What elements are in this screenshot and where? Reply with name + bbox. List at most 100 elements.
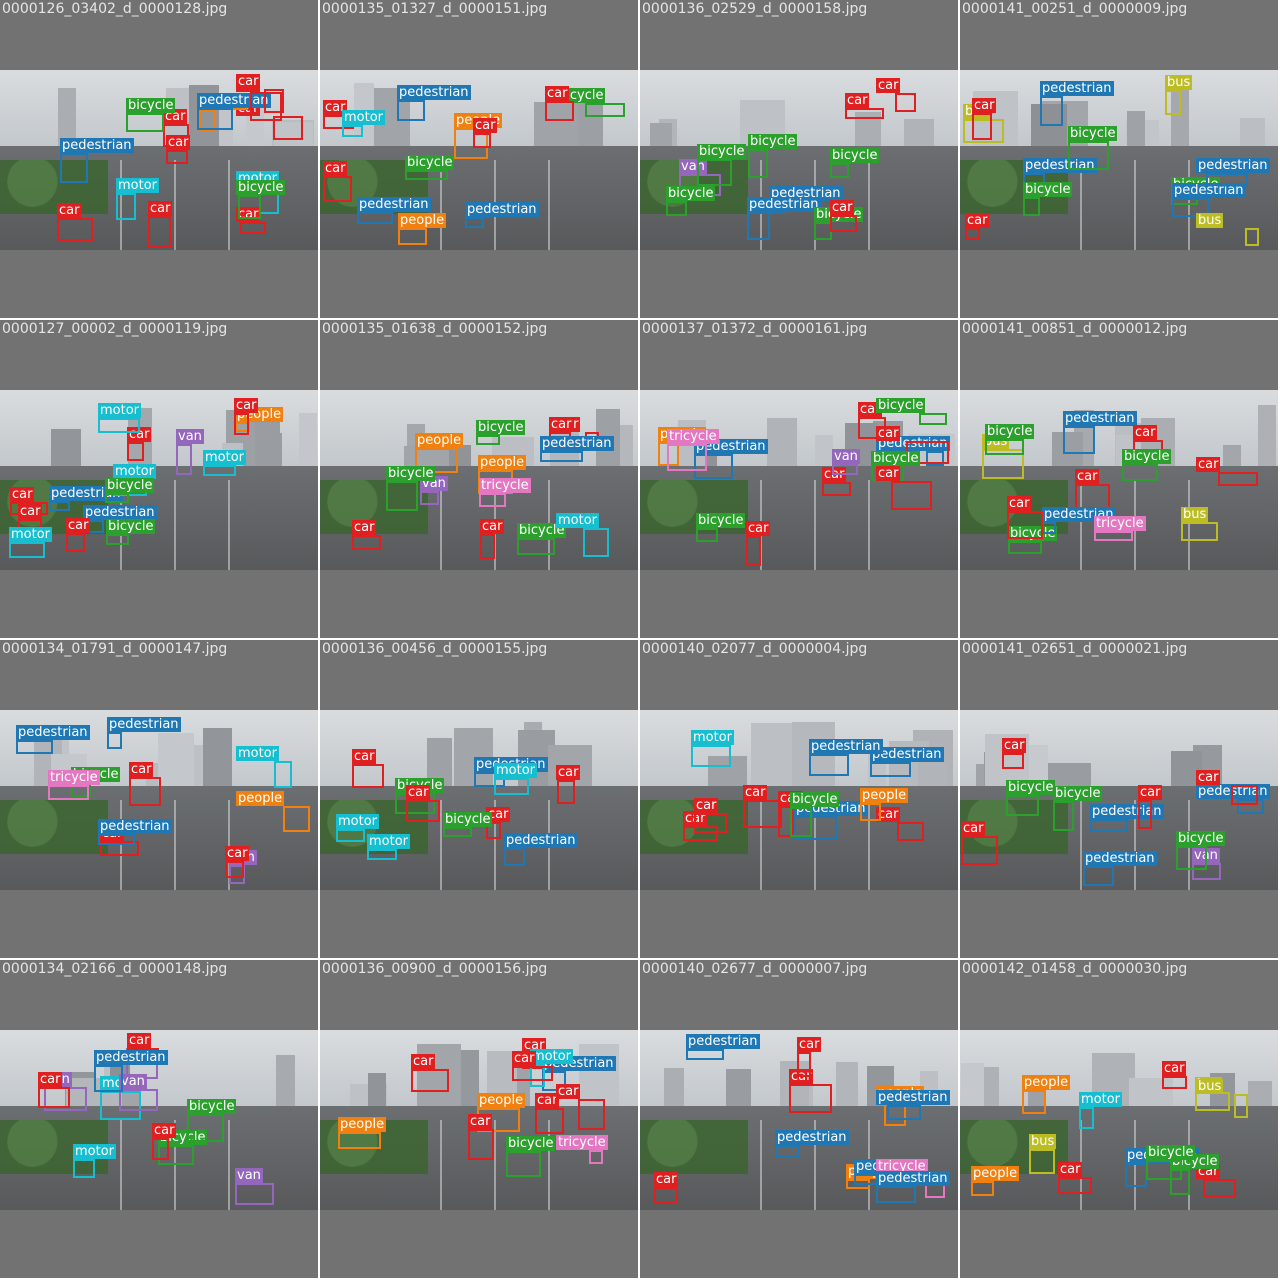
- detection-label: car: [1196, 457, 1220, 472]
- detection-box: [1181, 522, 1218, 541]
- detection-label: bus: [1165, 75, 1192, 90]
- detection-box: [352, 535, 381, 550]
- tree-area: [0, 800, 108, 854]
- detection-label: car: [352, 520, 376, 535]
- image-filename: 0000135_01327_d_0000151.jpg: [322, 0, 547, 18]
- detection-box: [1058, 1177, 1092, 1194]
- detection-box: [1008, 541, 1042, 554]
- tree-area: [0, 160, 108, 214]
- detection-label: car: [797, 1037, 821, 1052]
- image-filename: 0000141_00251_d_0000009.jpg: [962, 0, 1187, 18]
- aerial-street-photo: pedestrianmotormotorbicyclepedestriancar…: [320, 710, 638, 890]
- image-tile: 0000127_00002_d_0000119.jpg car pedestrian…: [0, 320, 318, 638]
- detection-label: motor: [367, 834, 410, 849]
- detection-box: [235, 1183, 274, 1205]
- detection-label: car: [545, 86, 569, 101]
- detection-box: [747, 212, 770, 240]
- detection-box: [367, 849, 397, 860]
- detection-box: [476, 435, 500, 445]
- detection-label: bicycle: [985, 424, 1034, 439]
- detection-box: [152, 1138, 169, 1160]
- image-filename: 0000127_00002_d_0000119.jpg: [2, 320, 227, 338]
- detection-box: [504, 848, 525, 866]
- lane-marking: [440, 480, 442, 570]
- aerial-street-photo: vanmotorcarbicyclevanvanvancarbicyclemot…: [0, 1030, 318, 1210]
- detection-box: [338, 1132, 381, 1149]
- image-filename: 0000126_03402_d_0000128.jpg: [2, 0, 227, 18]
- lane-marking: [1134, 160, 1136, 250]
- detection-label: car: [129, 762, 153, 777]
- detection-box: [465, 217, 484, 228]
- detection-label: bus: [1181, 507, 1208, 522]
- lane-marking: [814, 480, 816, 570]
- detection-label: people: [1022, 1075, 1070, 1090]
- image-filename: 0000141_02651_d_0000021.jpg: [962, 640, 1187, 658]
- detection-box: [972, 113, 992, 140]
- detection-box: [107, 732, 122, 749]
- detection-box: [845, 108, 884, 119]
- detection-label: car: [830, 200, 854, 215]
- detection-box: [965, 228, 980, 240]
- detection-label: motor: [336, 814, 379, 829]
- image-filename: 0000136_00456_d_0000155.jpg: [322, 640, 547, 658]
- detection-label: car: [236, 74, 260, 89]
- detection-box: [398, 228, 427, 245]
- lane-marking: [868, 480, 870, 570]
- detection-box: [342, 125, 363, 137]
- lane-marking: [494, 1120, 496, 1210]
- detection-label: car: [10, 487, 34, 502]
- detection-box: [411, 1069, 449, 1092]
- detection-label: motor: [98, 403, 141, 418]
- aerial-street-photo: carpedestrianpeoplepedestriantricycleped…: [640, 1030, 958, 1210]
- detection-box: [1245, 228, 1259, 246]
- detection-box: [129, 777, 161, 806]
- detection-box: [234, 413, 249, 435]
- detection-label: bicycle: [105, 478, 154, 493]
- detection-box: [748, 149, 768, 178]
- detection-label: bicycle: [476, 420, 525, 435]
- detection-label: pedestrian: [876, 1171, 950, 1186]
- detection-box: [1203, 1179, 1236, 1197]
- detection-label: tricycle: [667, 429, 719, 444]
- detection-label: car: [406, 785, 430, 800]
- building: [726, 1069, 751, 1106]
- detection-label: bicycle: [830, 148, 879, 163]
- detection-label: pedestrian: [540, 436, 614, 451]
- detection-label: car: [127, 1033, 151, 1048]
- detection-box: [127, 442, 144, 461]
- detection-label: bicycle: [1006, 780, 1055, 795]
- detection-box: [1195, 1092, 1230, 1111]
- detection-label: bicycle: [666, 186, 715, 201]
- building: [751, 723, 792, 786]
- detection-box: [1206, 173, 1248, 186]
- building: [1258, 405, 1276, 466]
- detection-box: [1002, 753, 1024, 769]
- detection-box: [1234, 1094, 1248, 1118]
- detection-label: car: [234, 398, 258, 413]
- detection-box: [1068, 141, 1109, 170]
- detection-box: [94, 1065, 123, 1092]
- detection-box: [775, 1145, 800, 1157]
- detection-box: [480, 534, 495, 559]
- detection-label: car: [1162, 1061, 1186, 1076]
- detection-box: [891, 481, 932, 510]
- detection-label: bicycle: [126, 98, 175, 113]
- image-tile: 0000126_03402_d_0000128.jpg car car motor mo…: [0, 0, 318, 318]
- aerial-street-photo: car pedestrian bus bus bicycle car car bicycle p…: [960, 390, 1278, 570]
- detection-box: [60, 153, 88, 183]
- image-filename: 0000140_02077_d_0000004.jpg: [642, 640, 867, 658]
- detection-label: van: [176, 429, 204, 444]
- image-tile: 0000137_01372_d_0000161.jpg car pedestrian…: [640, 320, 958, 638]
- image-tile: 0000136_00456_d_0000155.jpg pedestrian mot…: [320, 640, 638, 958]
- detection-box: [895, 93, 916, 112]
- detection-box: [897, 822, 924, 841]
- detection-box: [176, 444, 192, 475]
- detection-box: [1053, 801, 1074, 831]
- image-filename: 0000137_01372_d_0000161.jpg: [642, 320, 867, 338]
- detection-box: [830, 215, 857, 232]
- detection-label: pedestrian: [94, 1050, 168, 1065]
- detection-box: [585, 103, 625, 117]
- image-tile: 0000135_01638_d_0000152.jpgvanpeoplecarc…: [320, 320, 638, 638]
- detection-label: car: [411, 1054, 435, 1069]
- detection-box: [105, 493, 129, 503]
